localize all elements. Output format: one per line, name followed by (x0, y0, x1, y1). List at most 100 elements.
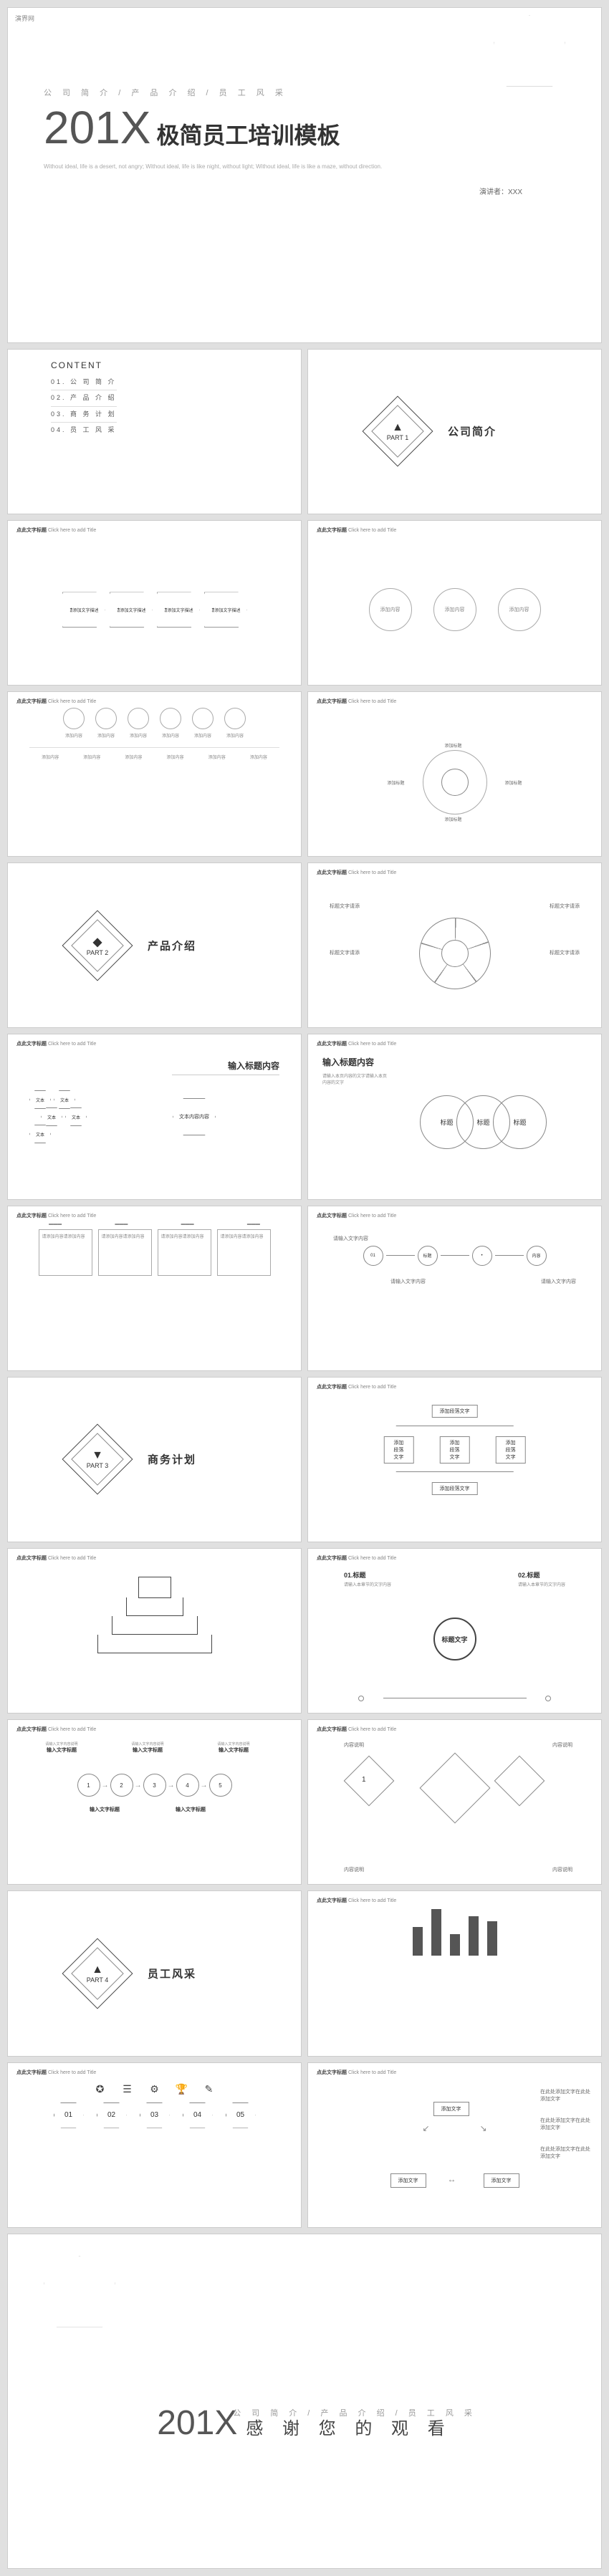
slide-header: 点此文字标题 Click here to add Title (16, 527, 96, 534)
section-num: ▲PART 4 (80, 1964, 115, 1984)
sc-2: 添加内容 (95, 708, 117, 739)
slide-header: 点此文字标题 Click here to add Title (317, 1212, 396, 1219)
hex-grid: 文本 文本 文本 文本 文本 (29, 1090, 101, 1143)
presenter: 演讲者：XXX (44, 186, 522, 196)
bar-4 (469, 1916, 479, 1956)
end-slide: 201X感 谢 您 的 观 看 公 司 简 介 / 产 品 介 绍 / 员 工 … (7, 2234, 602, 2570)
hexn-4: 04 (183, 2102, 213, 2128)
hexn-1: 01 (54, 2102, 84, 2128)
pentagon-decor (44, 2256, 115, 2327)
triflow-slide: 点此文字标题 Click here to add Title 添加文字 添加文字… (307, 2062, 602, 2228)
sc-3: 添加内容 (128, 708, 149, 739)
pyramid-diagram (97, 1577, 212, 1653)
box-3: 请添加内容请添加内容 (158, 1229, 211, 1276)
slide-header: 点此文字标题 Click here to add Title (317, 1554, 396, 1562)
section-1: ▲PART 1 公司简介 (307, 349, 602, 514)
hex-title: 输入标题内容 (172, 1059, 279, 1075)
small-circles-slide: 点此文字标题 Click here to add Title 添加内容 添加内容… (7, 691, 302, 857)
bar-2 (431, 1909, 441, 1956)
section-4: ▲PART 4 员工风采 (7, 1890, 302, 2056)
sc-5: 添加内容 (192, 708, 214, 739)
sc-6: 添加内容 (224, 708, 246, 739)
tree-slide: 点此文字标题 Click here to add Title 添加段落文字 添加… (307, 1377, 602, 1542)
slide-header: 点此文字标题 Click here to add Title (16, 2069, 96, 2076)
diamond-1 (344, 1756, 395, 1807)
venn-3: 标题 (493, 1095, 547, 1149)
end-year: 201X (157, 2404, 237, 2442)
slide-header: 点此文字标题 Click here to add Title (16, 1726, 96, 1733)
box-2: 请添加内容请添加内容 (98, 1229, 152, 1276)
dual-t2: 02.标题请输入本章节的文字内容 (518, 1570, 565, 1587)
center-badge: 标题文字 (433, 1618, 476, 1661)
slide-header: 点此文字标题 Click here to add Title (317, 698, 396, 705)
bar-5 (487, 1921, 497, 1956)
venn-slide: 点此文字标题 Click here to add Title 输入标题内容 请输… (307, 1034, 602, 1199)
slide-header: 点此文字标题 Click here to add Title (317, 869, 396, 876)
pyramid-slide: 点此文字标题 Click here to add Title (7, 1548, 302, 1714)
sc-4: 添加内容 (160, 708, 181, 739)
tl-3: • (472, 1246, 492, 1266)
dual-t1: 01.标题请输入本章节的文字内容 (344, 1570, 391, 1587)
target-icon: ✪ (93, 2083, 107, 2097)
hex-big: 文本内容内容 (173, 1098, 216, 1135)
slide-header: 点此文字标题 Click here to add Title (16, 1212, 96, 1219)
section-num: ◆PART 2 (80, 935, 115, 956)
tl-2: 标题 (418, 1246, 438, 1266)
breadcrumb: 公 司 简 介 / 产 品 介 绍 / 员 工 风 采 (44, 87, 565, 98)
orbit-diagram: 添加标题 添加标题 添加标题 添加标题 (423, 750, 487, 814)
venn-title: 输入标题内容 (322, 1056, 374, 1068)
arrow-3: 请添加文字描述 (157, 592, 200, 628)
slide-header: 点此文字标题 Click here to add Title (317, 2069, 396, 2076)
orbit-slide: 点此文字标题 Click here to add Title 添加标题 添加标题… (307, 691, 602, 857)
circle-1: 添加内容 (369, 588, 412, 631)
tree-diagram: 添加段落文字 添加段落文字 添加段落文字 添加段落文字 添加段落文字 (381, 1403, 528, 1497)
hexn-3: 03 (140, 2102, 170, 2128)
sc-1: 添加内容 (63, 708, 85, 739)
diamond-2 (420, 1753, 491, 1824)
boxes-slide: 点此文字标题 Click here to add Title ▬▬▬▬▬▬▬▬▬… (7, 1206, 302, 1371)
hexn-2: 02 (97, 2102, 127, 2128)
cover-slide: 演界网 公 司 简 介 / 产 品 介 绍 / 员 工 风 采 201X极简员工… (7, 7, 602, 343)
arrows-slide: 点此文字标题 Click here to add Title 请添加文字描述 请… (7, 520, 302, 686)
tri-diagram: 添加文字 添加文字 添加文字 ↙ ↘ ↔ (390, 2102, 519, 2188)
diamond-3 (494, 1756, 545, 1807)
section-title: 公司简介 (448, 424, 497, 439)
subtitle: Without ideal, life is a desert, not ang… (44, 163, 402, 171)
pie-diagram (419, 918, 491, 989)
section-3: ▼PART 3 商务计划 (7, 1377, 302, 1542)
circle-3: 添加内容 (498, 588, 541, 631)
flow-slide: 点此文字标题 Click here to add Title 请输入文字内容说明… (7, 1719, 302, 1885)
box-1: 请添加内容请添加内容 (39, 1229, 92, 1276)
slide-header: 点此文字标题 Click here to add Title (317, 1897, 396, 1904)
box-4: 请添加内容请添加内容 (217, 1229, 271, 1276)
slide-header: 点此文字标题 Click here to add Title (16, 698, 96, 705)
slide-header: 点此文字标题 Click here to add Title (317, 1726, 396, 1733)
hexnums-slide: 点此文字标题 Click here to add Title ✪ ☰ ⚙ 🏆 ✎… (7, 2062, 302, 2228)
circle-2: 添加内容 (433, 588, 476, 631)
section-2: ◆PART 2 产品介绍 (7, 862, 302, 1028)
section-title: 商务计划 (148, 1452, 196, 1467)
hexn-5: 05 (226, 2102, 256, 2128)
section-num: ▲PART 1 (380, 421, 416, 441)
slide-header: 点此文字标题 Click here to add Title (317, 1040, 396, 1047)
slide-header: 点此文字标题 Click here to add Title (16, 1040, 96, 1047)
end-breadcrumb: 公 司 简 介 / 产 品 介 绍 / 员 工 风 采 (233, 2407, 476, 2418)
slide-header: 点此文字标题 Click here to add Title (317, 527, 396, 534)
arrow-4: 请添加文字描述 (204, 592, 247, 628)
main-title: 极简员工培训模板 (156, 122, 340, 148)
gear-icon: ⚙ (148, 2083, 162, 2097)
pie-slide: 点此文字标题 Click here to add Title 标题文字请添 标题… (307, 862, 602, 1028)
icons-row: ✪ ☰ ⚙ 🏆 ✎ (8, 2083, 301, 2097)
slide-header: 点此文字标题 Click here to add Title (16, 1554, 96, 1562)
content-list: 01. 公 司 简 介 02. 产 品 介 绍 03. 商 务 计 划 04. … (51, 375, 117, 438)
arrow-1: 请添加文字描述 (62, 592, 105, 628)
tl-1: 01 (363, 1246, 383, 1266)
trophy-icon: 🏆 (175, 2083, 189, 2097)
bar-3 (450, 1934, 460, 1956)
section-title: 产品介绍 (148, 938, 196, 953)
section-num: ▼PART 3 (80, 1449, 115, 1469)
watermark: 演界网 (12, 12, 37, 24)
section-title: 员工风采 (148, 1966, 196, 1981)
bar-1 (413, 1927, 423, 1956)
year: 201X (44, 102, 150, 153)
